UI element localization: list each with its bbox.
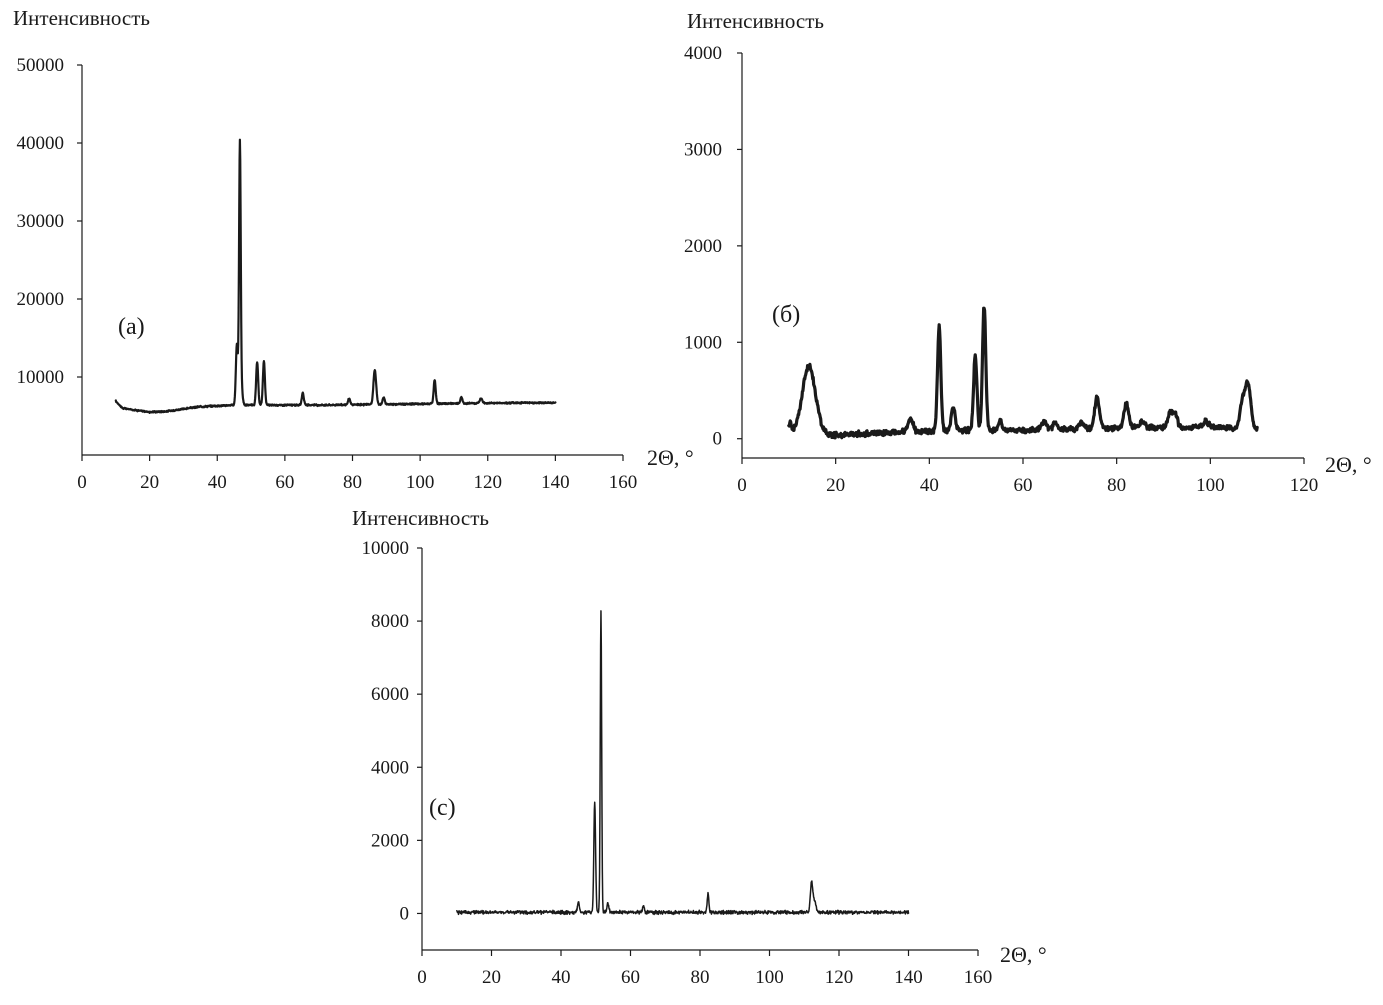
y-tick-label: 4000 <box>684 43 722 64</box>
x-tick-label: 40 <box>920 475 939 496</box>
diffraction-series-line <box>456 610 910 916</box>
x-tick-label: 20 <box>482 967 501 988</box>
x-tick-label: 0 <box>417 967 427 988</box>
y-tick-label: 2000 <box>684 236 722 257</box>
y-tick-label: 30000 <box>17 211 65 232</box>
x-tick-label: 40 <box>552 967 571 988</box>
chart-c: 0 2000 4000 6000 8000 10000 0 20 40 60 80 100 120 140… <box>352 506 1047 988</box>
x-tick-label: 20 <box>826 475 845 496</box>
chart-a: 10000 20000 30000 40000 50000 0 20 40 60 80 100 120… <box>13 6 694 493</box>
y-tick-label: 10000 <box>362 538 410 559</box>
y-tick-label: 3000 <box>684 139 722 160</box>
x-axis-label: 2Θ, ° <box>1000 942 1047 967</box>
y-axis-label: Интенсивность <box>687 9 824 33</box>
x-tick-label: 80 <box>343 472 362 493</box>
diffraction-series-line <box>787 306 1259 440</box>
y-tick-label: 6000 <box>371 684 409 705</box>
x-tick-label: 0 <box>77 472 87 493</box>
x-tick-label: 140 <box>894 967 923 988</box>
x-tick-label: 60 <box>621 967 640 988</box>
diffraction-series-line <box>114 138 557 414</box>
y-tick-label: 40000 <box>17 133 65 154</box>
y-axis-label: Интенсивность <box>13 6 150 30</box>
x-tick-label: 60 <box>1014 475 1033 496</box>
y-tick-label: 1000 <box>684 332 722 353</box>
x-axis-label: 2Θ, ° <box>1325 452 1372 477</box>
x-tick-label: 100 <box>406 472 435 493</box>
y-axis-label: Интенсивность <box>352 506 489 530</box>
panel-label: (a) <box>118 314 145 340</box>
y-tick-label: 0 <box>400 903 410 924</box>
x-tick-label: 0 <box>737 475 747 496</box>
x-tick-label: 120 <box>1290 475 1319 496</box>
chart-b: 0 1000 2000 3000 4000 0 20 40 60 80 100 120 Интенсив… <box>684 9 1372 496</box>
x-tick-label: 160 <box>609 472 638 493</box>
y-tick-label: 2000 <box>371 830 409 851</box>
x-tick-label: 120 <box>825 967 854 988</box>
y-tick-label: 8000 <box>371 611 409 632</box>
x-tick-label: 20 <box>140 472 159 493</box>
x-tick-label: 60 <box>275 472 294 493</box>
x-axis-label: 2Θ, ° <box>647 445 694 470</box>
x-tick-label: 140 <box>541 472 570 493</box>
x-tick-label: 160 <box>964 967 993 988</box>
x-tick-label: 120 <box>474 472 503 493</box>
x-tick-label: 100 <box>1196 475 1225 496</box>
x-tick-label: 40 <box>208 472 227 493</box>
x-tick-label: 80 <box>691 967 710 988</box>
y-tick-label: 20000 <box>17 289 65 310</box>
y-tick-label: 0 <box>713 429 723 450</box>
panel-label: (c) <box>429 795 456 821</box>
panel-label: (б) <box>772 302 800 328</box>
x-tick-label: 80 <box>1107 475 1126 496</box>
y-tick-label: 10000 <box>17 367 65 388</box>
y-tick-label: 4000 <box>371 757 409 778</box>
y-tick-label: 50000 <box>17 55 65 76</box>
x-tick-label: 100 <box>755 967 784 988</box>
